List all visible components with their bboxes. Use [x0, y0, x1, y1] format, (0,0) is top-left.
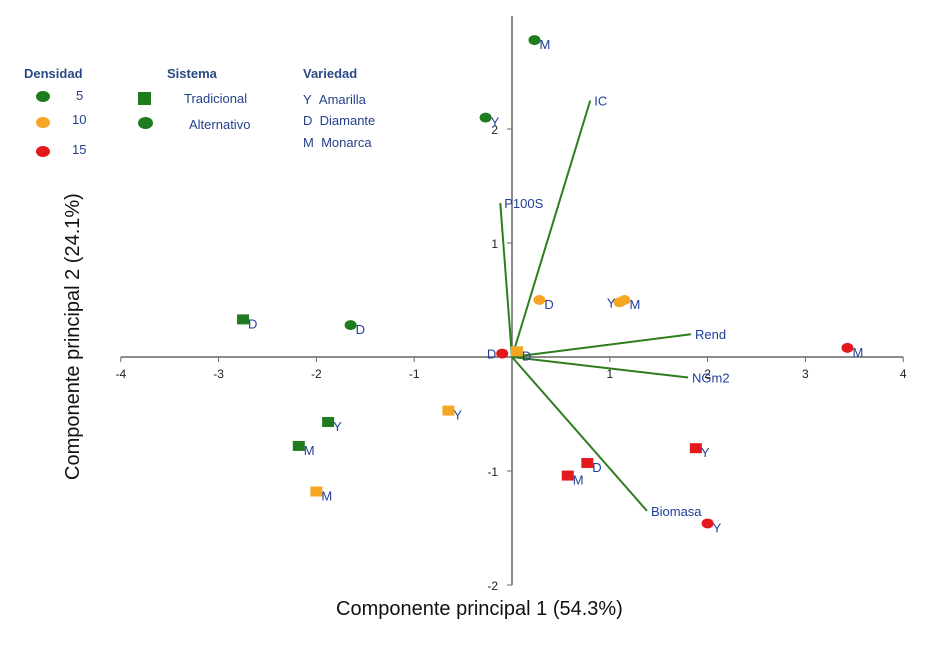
- legend-density-15-marker: [36, 146, 50, 157]
- vector-label-biomasa: Biomasa: [651, 504, 702, 519]
- data-point-circle: [533, 295, 546, 305]
- vector-line-rend: [511, 333, 692, 358]
- data-point-label: M: [629, 297, 640, 312]
- legend-density-5-label: 5: [76, 88, 84, 103]
- vector-line-biomasa: [511, 356, 648, 512]
- legend-density-10-label: 10: [72, 112, 87, 127]
- data-point-label: M: [539, 37, 550, 52]
- data-point-square: [292, 440, 305, 451]
- legend-variedad-y: Y Amarilla: [303, 92, 366, 107]
- data-point-label: Y: [333, 419, 342, 434]
- y-tick-label: -1: [487, 465, 498, 479]
- y-tick-label: -2: [487, 579, 498, 593]
- data-point-label: M: [321, 489, 332, 504]
- vector-line-ic: [511, 100, 592, 358]
- data-point-square: [310, 486, 323, 497]
- y-axis-title-pct: (24.1%): [62, 193, 84, 264]
- vector-label-p100s: P100S: [504, 196, 543, 211]
- legend-variedad-d: D Diamante: [303, 113, 375, 128]
- y-axis-title-text: Componente principal 2: [62, 268, 84, 480]
- x-axis-title-text: Componente principal 1: [336, 598, 548, 620]
- legend-variedad-m: M Monarca: [303, 135, 372, 150]
- legend-sistema-alternativo: Alternativo: [189, 117, 251, 132]
- vector-label-rend: Rend: [695, 327, 726, 342]
- data-point-circle: [613, 297, 626, 308]
- legend-square-marker: [138, 92, 151, 105]
- x-axis-title: Componente principal 1 (54.3%): [336, 598, 623, 621]
- data-point-label: M: [573, 473, 584, 488]
- legend-variedad-m-name: Monarca: [321, 135, 372, 150]
- data-point-label: D: [592, 460, 601, 475]
- data-point-label: Y: [453, 408, 462, 423]
- legend-sistema-title: Sistema: [167, 66, 217, 81]
- vector-label-ic: IC: [594, 94, 607, 109]
- data-point-square: [561, 470, 574, 481]
- legend-densidad-title: Densidad: [24, 66, 83, 81]
- legend-density-10-marker: [36, 117, 50, 128]
- data-point-label: D: [544, 297, 553, 312]
- y-tick-label: 1: [491, 237, 498, 251]
- data-point-label: D: [487, 347, 496, 362]
- legend-variedad-y-name: Amarilla: [318, 92, 366, 107]
- x-axis-title-pct: (54.3%): [552, 598, 623, 620]
- y-axis-title: Componente principal 2 (24.1%): [62, 193, 85, 480]
- x-tick-label: -2: [311, 367, 322, 381]
- data-point-label: Y: [607, 295, 616, 310]
- data-point-circle: [344, 320, 357, 331]
- vector-label-ngm2: NGm2: [692, 371, 730, 386]
- y-tick-label: 2: [491, 123, 498, 137]
- x-tick-label: 4: [900, 367, 907, 381]
- vector-line-ngm2: [511, 356, 689, 379]
- data-point-square: [689, 443, 702, 454]
- data-point-label: M: [852, 345, 863, 360]
- x-tick-label: 1: [606, 367, 613, 381]
- data-point-circle: [701, 518, 714, 529]
- x-tick-label: -4: [115, 367, 126, 381]
- data-point-circle: [496, 348, 509, 359]
- data-point-label: Y: [701, 445, 710, 460]
- data-point-square: [322, 416, 335, 427]
- x-tick-label: -1: [409, 367, 420, 381]
- x-tick-label: 2: [704, 367, 711, 381]
- x-tick-label: -3: [213, 367, 224, 381]
- legend-variedad-d-name: Diamante: [319, 113, 376, 128]
- data-point-label: M: [304, 443, 315, 458]
- data-point-label: D: [522, 348, 531, 363]
- data-point-label: D: [356, 322, 365, 337]
- legend-variedad-d-code: D: [303, 113, 313, 128]
- data-point-label: D: [248, 316, 257, 331]
- data-point-label: Y: [713, 520, 722, 535]
- data-point-square: [237, 314, 250, 325]
- legend-density-5-marker: [36, 91, 50, 102]
- data-point-square: [442, 405, 455, 416]
- data-point-square: [581, 458, 594, 469]
- legend-variedad-title: Variedad: [303, 66, 358, 81]
- data-point-circle: [479, 112, 492, 123]
- data-point-square: [510, 346, 523, 357]
- data-point-circle: [841, 342, 854, 353]
- x-tick-label: 3: [802, 367, 809, 381]
- vector-line-p100s: [499, 203, 513, 358]
- legend-circle-marker: [138, 117, 153, 129]
- legend-density-15-label: 15: [72, 142, 87, 157]
- data-point-label: Y: [491, 115, 500, 130]
- legend-sistema-tradicional: Tradicional: [184, 91, 248, 106]
- legend-variedad-y-code: Y: [303, 92, 312, 107]
- data-point-circle: [528, 35, 541, 46]
- legend-variedad-m-code: M: [303, 135, 314, 150]
